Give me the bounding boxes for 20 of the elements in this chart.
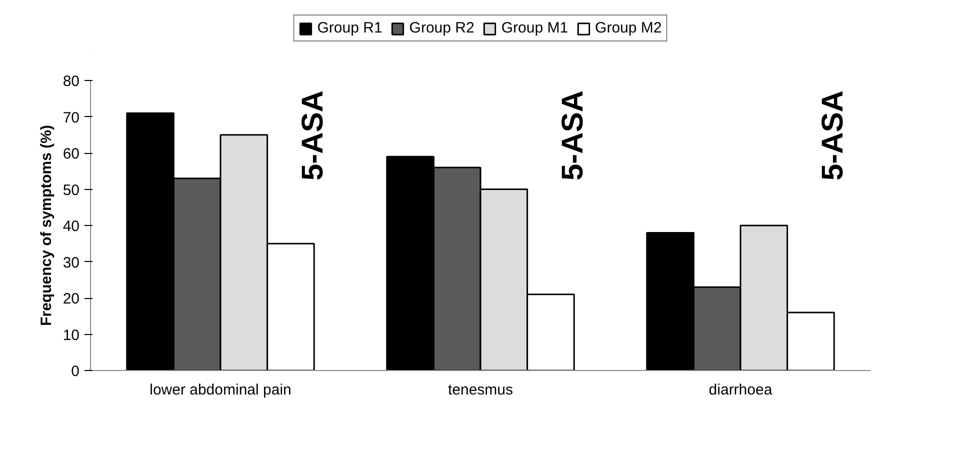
annotation: 5-ASA [296,90,330,180]
y-axis-title: Frequency of symptoms (%) [38,125,55,326]
legend-label: Group M1 [501,20,568,36]
y-tick-label: 40 [62,218,80,235]
legend-label: Group R2 [409,20,474,36]
y-tick-label: 10 [62,326,80,344]
x-tick-label: diarrhoea [708,382,773,398]
x-tick-label: tenesmus [448,382,514,398]
y-tick-label: 60 [62,146,80,162]
y-tick-label: 20 [62,290,80,308]
y-tick-label: 70 [62,109,80,126]
y-tick-label: 80 [62,73,80,90]
x-tick-label: lower abdominal pain [150,382,292,398]
y-tick-label: 0 [71,363,80,380]
y-tick-label: 50 [62,182,80,199]
annotation: 5-ASA [556,90,590,180]
legend-label: Group R1 [317,20,382,36]
legend-label: Group M2 [595,20,662,36]
annotation: 5-ASA [816,90,850,180]
y-tick-label: 30 [62,254,80,272]
